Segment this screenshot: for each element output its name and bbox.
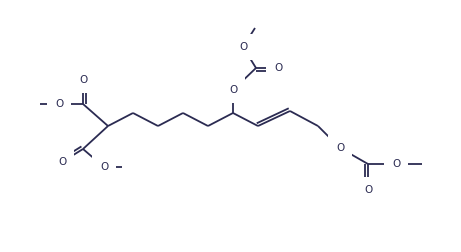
Text: O: O bbox=[79, 75, 87, 85]
Text: O: O bbox=[55, 99, 63, 109]
Text: O: O bbox=[100, 162, 108, 172]
Text: O: O bbox=[58, 157, 66, 167]
Text: O: O bbox=[392, 159, 400, 169]
Text: O: O bbox=[336, 143, 344, 153]
Text: O: O bbox=[364, 185, 372, 195]
Text: O: O bbox=[239, 42, 247, 52]
Text: O: O bbox=[274, 63, 282, 73]
Text: O: O bbox=[229, 85, 237, 95]
